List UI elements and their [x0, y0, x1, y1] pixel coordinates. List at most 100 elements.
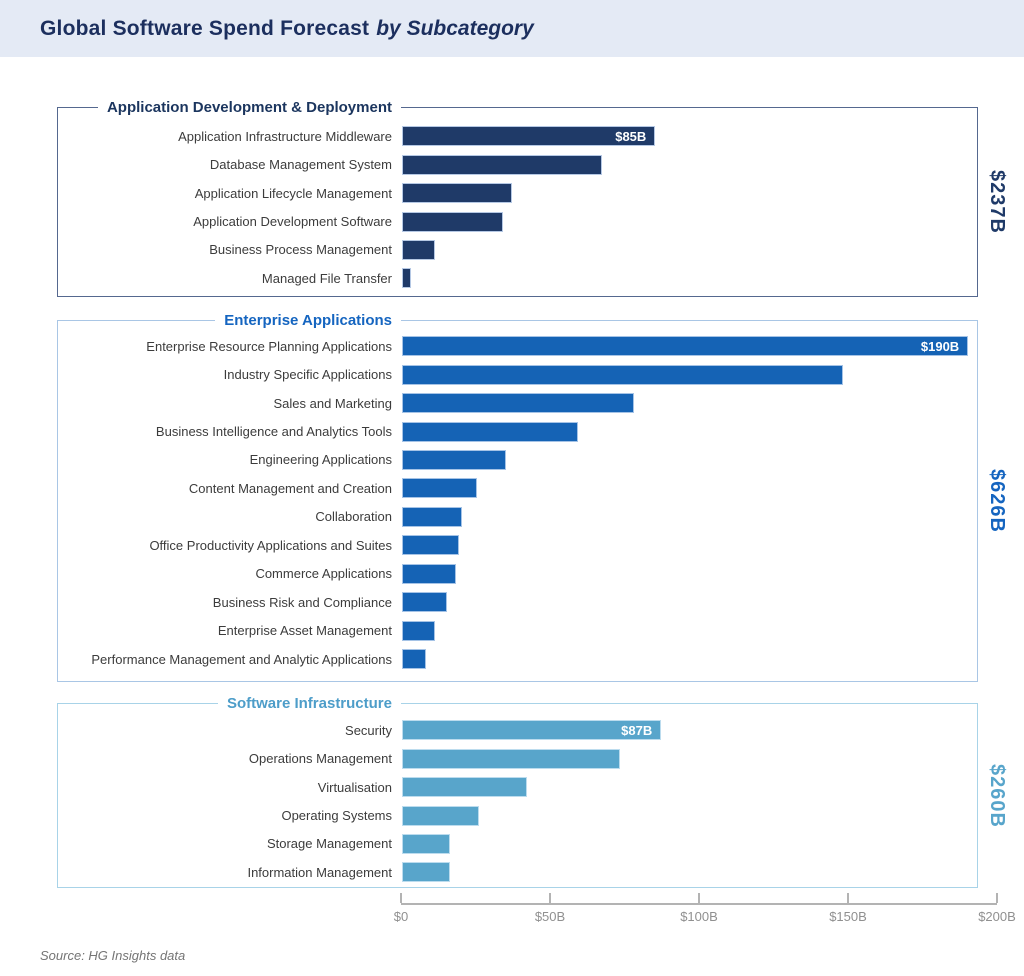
- bar-operations-management: [402, 748, 620, 769]
- category-label-industry-specific-applications: Industry Specific Applications: [223, 367, 392, 383]
- group-title: Enterprise Applications: [215, 310, 401, 331]
- bar-information-management: [402, 862, 450, 883]
- bar-value-label: $87B: [621, 722, 653, 738]
- category-label-business-process-management: Business Process Management: [209, 242, 392, 258]
- chart-row: Industry Specific Applications: [58, 360, 977, 388]
- category-label-application-infrastructure-middleware: Application Infrastructure Middleware: [178, 128, 392, 144]
- bar-enterprise-resource-planning-applications: $190B: [402, 336, 969, 357]
- group-total-label: $260B: [986, 763, 1008, 828]
- chart-row: Enterprise Resource Planning Application…: [58, 332, 977, 360]
- bar-storage-management: [402, 833, 450, 854]
- chart-row: Office Productivity Applications and Sui…: [58, 531, 977, 559]
- category-label-security: Security: [345, 722, 392, 738]
- category-label-application-lifecycle-management: Application Lifecycle Management: [194, 185, 392, 201]
- category-label-virtualisation: Virtualisation: [317, 779, 392, 795]
- chart-row: Enterprise Asset Management: [58, 616, 977, 644]
- source-note: Source: HG Insights data: [40, 948, 186, 963]
- group-total-label: $626B: [986, 469, 1008, 533]
- category-label-storage-management: Storage Management: [266, 836, 392, 852]
- chart-row: Application Development Software: [58, 207, 977, 235]
- bar-application-infrastructure-middleware: $85B: [402, 126, 656, 147]
- header-bar: Global Software Spend Forecast by Subcat…: [0, 0, 1024, 57]
- bar-office-productivity-applications-and-suites: [402, 535, 459, 556]
- chart-row: Managed File Transfer: [58, 264, 977, 292]
- bar-rows: Application Infrastructure Middleware $85…: [58, 122, 977, 293]
- category-label-performance-management-and-analytic-applications: Performance Management and Analytic Appl…: [91, 651, 392, 667]
- axis-tick: [549, 893, 551, 903]
- chart-row: Business Process Management: [58, 236, 977, 264]
- bar-application-development-software: [402, 211, 504, 232]
- category-label-managed-file-transfer: Managed File Transfer: [261, 270, 392, 286]
- chart-row: Information Management: [58, 858, 977, 886]
- bar-managed-file-transfer: [402, 268, 411, 289]
- bar-engineering-applications: [402, 449, 507, 470]
- chart-row: Content Management and Creation: [58, 474, 977, 502]
- chart-row: Operations Management: [58, 744, 977, 772]
- bar-content-management-and-creation: [402, 478, 477, 499]
- bar-enterprise-asset-management: [402, 620, 435, 641]
- page-subtitle: by Subcategory: [376, 16, 534, 40]
- bar-rows: Enterprise Resource Planning Application…: [58, 332, 977, 673]
- category-label-engineering-applications: Engineering Applications: [249, 452, 392, 468]
- bar-value-label: $85B: [615, 128, 647, 144]
- bar-commerce-applications: [402, 563, 456, 584]
- chart-row: Application Lifecycle Management: [58, 179, 977, 207]
- chart-row: Sales and Marketing: [58, 389, 977, 417]
- bar-virtualisation: [402, 777, 528, 798]
- category-label-operations-management: Operations Management: [248, 751, 392, 767]
- group-box-software-infrastructure: Software Infrastructure $260B Security $8…: [57, 693, 1008, 888]
- chart-row: Security $87B: [58, 716, 977, 744]
- bar-database-management-system: [402, 154, 602, 175]
- category-label-database-management-system: Database Management System: [209, 157, 392, 173]
- axis-tick: [698, 893, 700, 903]
- chart-row: Business Intelligence and Analytics Tool…: [58, 417, 977, 445]
- category-label-commerce-applications: Commerce Applications: [255, 566, 392, 582]
- bar-sales-and-marketing: [402, 393, 635, 414]
- chart-row: Collaboration: [58, 503, 977, 531]
- category-label-business-risk-and-compliance: Business Risk and Compliance: [212, 594, 392, 610]
- bar-rows: Security $87B Operations Management Virtual…: [58, 716, 977, 887]
- bar-business-intelligence-and-analytics-tools: [402, 421, 578, 442]
- bar-business-risk-and-compliance: [402, 592, 447, 613]
- axis-tick-label: $100B: [680, 909, 718, 924]
- group-box-application-development: Application Development & Deployment $23…: [57, 97, 1008, 297]
- axis-tick-label: $150B: [829, 909, 867, 924]
- axis-tick: [996, 893, 998, 903]
- bar-value-label: $190B: [920, 338, 960, 354]
- category-label-business-intelligence-and-analytics-tools: Business Intelligence and Analytics Tool…: [155, 424, 392, 440]
- bar-application-lifecycle-management: [402, 183, 513, 204]
- x-axis-labels: $0 $50B $100B $150B $200B: [394, 909, 1016, 925]
- chart-row: Business Risk and Compliance: [58, 588, 977, 616]
- bar-collaboration: [402, 506, 462, 527]
- category-label-application-development-software: Application Development Software: [193, 214, 392, 230]
- group-total-label: $237B: [986, 170, 1008, 234]
- x-axis-line: [400, 893, 998, 905]
- axis-tick: [847, 893, 849, 903]
- category-label-sales-and-marketing: Sales and Marketing: [273, 395, 392, 411]
- axis-tick: [400, 893, 402, 903]
- chart-row: Application Infrastructure Middleware $85…: [58, 122, 977, 150]
- bar-business-process-management: [402, 239, 435, 260]
- category-label-collaboration: Collaboration: [315, 509, 392, 525]
- category-label-enterprise-resource-planning-applications: Enterprise Resource Planning Application…: [146, 338, 392, 354]
- group-box-enterprise-applications: Enterprise Applications $626B Enterprise…: [57, 310, 1008, 682]
- page-title: Global Software Spend Forecast: [40, 16, 370, 40]
- chart-row: Operating Systems: [58, 801, 977, 829]
- chart-row: Database Management System: [58, 150, 977, 178]
- chart-row: Commerce Applications: [58, 560, 977, 588]
- category-label-office-productivity-applications-and-suites: Office Productivity Applications and Sui…: [149, 537, 392, 553]
- category-label-enterprise-asset-management: Enterprise Asset Management: [217, 623, 392, 639]
- chart-row: Performance Management and Analytic Appl…: [58, 645, 977, 673]
- chart-row: Engineering Applications: [58, 446, 977, 474]
- bar-industry-specific-applications: [402, 364, 844, 385]
- axis-tick-label: $50B: [534, 909, 566, 924]
- chart-row: Storage Management: [58, 830, 977, 858]
- axis-tick-label: $0: [393, 909, 409, 924]
- category-label-operating-systems: Operating Systems: [281, 808, 392, 824]
- bar-performance-management-and-analytic-applications: [402, 649, 426, 670]
- group-title: Application Development & Deployment: [97, 97, 401, 118]
- category-label-content-management-and-creation: Content Management and Creation: [188, 480, 392, 496]
- group-title: Software Infrastructure: [217, 693, 401, 714]
- chart-row: Virtualisation: [58, 773, 977, 801]
